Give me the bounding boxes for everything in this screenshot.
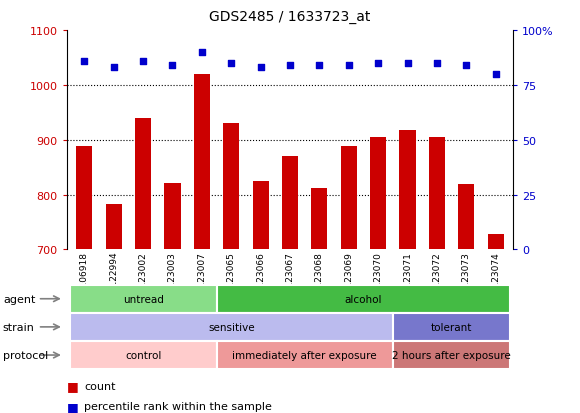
Point: [197, 50, 206, 56]
Bar: [106, 205, 122, 250]
Point: [344, 63, 353, 69]
Bar: [340, 147, 357, 250]
Point: [491, 71, 501, 78]
Point: [432, 60, 441, 67]
Text: untread: untread: [122, 294, 164, 304]
Bar: [370, 138, 386, 250]
Bar: [252, 181, 269, 250]
Point: [315, 63, 324, 69]
Text: strain: strain: [3, 322, 35, 332]
Text: count: count: [84, 381, 115, 391]
Point: [285, 63, 295, 69]
Point: [403, 60, 412, 67]
Text: sensitive: sensitive: [208, 322, 255, 332]
Bar: [488, 235, 504, 250]
Bar: [223, 124, 240, 250]
Text: agent: agent: [3, 294, 35, 304]
Bar: [400, 131, 416, 250]
Text: tolerant: tolerant: [431, 322, 472, 332]
Bar: [164, 183, 180, 250]
Point: [168, 63, 177, 69]
Point: [139, 58, 148, 65]
Bar: [458, 184, 474, 250]
Point: [79, 58, 89, 65]
Text: control: control: [125, 350, 161, 360]
Text: GDS2485 / 1633723_at: GDS2485 / 1633723_at: [209, 10, 371, 24]
Point: [462, 63, 471, 69]
Point: [227, 60, 236, 67]
Bar: [194, 75, 210, 250]
Text: ■: ■: [67, 400, 78, 413]
Bar: [311, 189, 328, 250]
Point: [374, 60, 383, 67]
Bar: [76, 147, 92, 250]
Point: [256, 65, 265, 71]
Text: 2 hours after exposure: 2 hours after exposure: [392, 350, 511, 360]
Text: immediately after exposure: immediately after exposure: [233, 350, 377, 360]
Bar: [282, 157, 298, 250]
Text: percentile rank within the sample: percentile rank within the sample: [84, 401, 272, 411]
Bar: [429, 138, 445, 250]
Text: alcohol: alcohol: [345, 294, 382, 304]
Bar: [135, 119, 151, 250]
Text: protocol: protocol: [3, 350, 48, 360]
Text: ■: ■: [67, 379, 78, 392]
Point: [109, 65, 118, 71]
